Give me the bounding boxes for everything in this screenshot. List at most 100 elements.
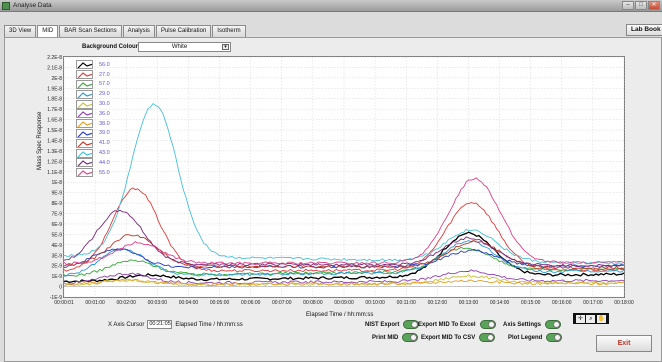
x-cursor-label: X Axis Cursor — [108, 321, 145, 328]
y-tick-label: 3E-9 — [51, 253, 62, 259]
legend-swatch-icon — [76, 119, 93, 129]
legend-swatch-icon — [76, 99, 93, 109]
legend-swatch-icon — [76, 168, 93, 178]
tab-bar: 3D View MID BAR Scan Sections Analysis P… — [4, 25, 247, 38]
y-tick-label: 1.7E-8 — [47, 107, 62, 113]
exit-button[interactable]: Exit — [596, 335, 652, 352]
export-excel-toggle[interactable] — [479, 320, 496, 329]
legend-label: 56.0 — [99, 61, 110, 68]
x-tick-label: 00:18:00 — [614, 300, 634, 306]
tab-pulse-calibration[interactable]: Pulse Calibration — [155, 25, 212, 37]
close-icon[interactable]: ✕ — [648, 1, 660, 10]
y-tick-label: 2.1E-8 — [47, 65, 62, 71]
y-axis-label: Mass Spec Response — [37, 111, 43, 170]
series-line-36.0 — [63, 269, 625, 285]
y-tick-label: 1E-8 — [51, 180, 62, 186]
tab-analysis[interactable]: Analysis — [122, 25, 155, 37]
minimize-icon[interactable]: – — [622, 1, 634, 10]
y-tick-label: 1E-9 — [51, 274, 62, 280]
legend-label: 55.0 — [99, 169, 110, 176]
x-tick-label: 00:10:00 — [365, 300, 385, 306]
x-cursor-units: Elapsed Time / hh:mm:ss — [175, 321, 243, 328]
y-tick-label: 6E-9 — [51, 222, 62, 228]
legend-swatch-icon — [76, 79, 93, 89]
export-excel-control: Export MID To Excel — [418, 320, 496, 329]
legend-swatch-icon — [76, 148, 93, 158]
legend-item[interactable]: 30.0 — [76, 99, 118, 109]
app-icon — [2, 2, 10, 10]
x-tick-label: 00:07:00 — [272, 300, 292, 306]
x-tick-label: 00:12:00 — [428, 300, 448, 306]
x-tick-label: 00:03:00 — [148, 300, 168, 306]
legend-swatch-icon — [76, 158, 93, 168]
legend-item[interactable]: 55.0 — [76, 168, 118, 178]
x-tick-label: 00:17:00 — [583, 300, 603, 306]
legend-swatch-icon — [76, 128, 93, 138]
x-tick-label: 00:15:00 — [521, 300, 541, 306]
legend-label: 38.0 — [99, 120, 110, 127]
series-line-44.0 — [63, 209, 625, 268]
legend-swatch-icon — [76, 60, 93, 70]
print-mid-toggle[interactable] — [402, 333, 419, 342]
y-tick-label: 1.6E-8 — [47, 118, 62, 124]
x-tick-label: 00:11:00 — [397, 300, 416, 306]
series-line-29.0 — [63, 239, 625, 277]
x-tick-label: 00:08:00 — [303, 300, 323, 306]
x-tick-label: 00:13:00 — [459, 300, 479, 306]
series-line-39.0 — [63, 248, 625, 269]
legend-item[interactable]: 38.0 — [76, 119, 118, 129]
graph-palette: ✛ ⌕ ✋ — [573, 313, 609, 324]
x-tick-label: 00:02:00 — [116, 300, 136, 306]
axis-settings-toggle[interactable] — [545, 320, 562, 329]
legend-item[interactable]: 29.0 — [76, 89, 118, 99]
legend-swatch-icon — [76, 89, 93, 99]
window-title: Analyse Data — [13, 2, 52, 9]
legend-item[interactable]: 56.0 — [76, 60, 118, 70]
legend-item[interactable]: 41.0 — [76, 138, 118, 148]
plot-legend-toggle[interactable] — [546, 333, 563, 342]
window-titlebar: Analyse Data – □ ✕ — [0, 0, 662, 12]
legend-label: 36.0 — [99, 110, 110, 117]
y-tick-label: 9E-9 — [51, 191, 62, 197]
x-cursor-input[interactable]: 00:21:05 — [147, 320, 173, 329]
tab-3d-view[interactable]: 3D View — [4, 25, 37, 37]
legend-label: 41.0 — [99, 140, 110, 147]
dropdown-arrow-icon[interactable]: ▾ — [222, 44, 229, 50]
print-mid-label: Print MID — [372, 334, 399, 341]
legend-item[interactable]: 39.0 — [76, 128, 118, 139]
maximize-icon[interactable]: □ — [635, 1, 647, 10]
export-csv-toggle[interactable] — [479, 333, 496, 342]
cursor-move-icon[interactable]: ✛ — [575, 314, 585, 323]
legend-item[interactable]: 43.0 — [76, 148, 118, 158]
background-colour-label: Background Colour — [82, 44, 139, 50]
nist-export-label: NIST Export — [365, 321, 400, 328]
tab-mid[interactable]: MID — [37, 25, 59, 38]
legend-label: 39.0 — [99, 130, 110, 137]
legend-item[interactable]: 36.0 — [76, 109, 118, 119]
lab-book-button[interactable]: Lab Book — [626, 24, 662, 36]
y-tick-label: 0 — [59, 285, 62, 291]
window-controls: – □ ✕ — [622, 1, 660, 10]
y-tick-label: 8E-9 — [51, 201, 62, 207]
plot-legend: 56.0 27.0 57.0 29.0 30.0 36.0 38.0 39.0 41.0 43.0… — [76, 60, 118, 178]
background-colour-select[interactable]: White ▾ — [138, 42, 231, 52]
x-tick-label: 00:05:00 — [210, 300, 230, 306]
legend-item[interactable]: 57.0 — [76, 79, 118, 90]
tab-bar-scan-sections[interactable]: BAR Scan Sections — [59, 25, 122, 37]
legend-item[interactable]: 27.0 — [76, 70, 118, 80]
tab-isotherm[interactable]: Isotherm — [212, 25, 246, 37]
legend-label: 29.0 — [99, 91, 110, 98]
nist-export-toggle[interactable] — [403, 320, 420, 329]
x-tick-label: 00:09:00 — [334, 300, 354, 306]
zoom-icon[interactable]: ⌕ — [586, 314, 596, 323]
pan-hand-icon[interactable]: ✋ — [597, 314, 607, 323]
series-line-55.0 — [63, 177, 625, 266]
export-excel-label: Export MID To Excel — [418, 321, 476, 328]
legend-item[interactable]: 44.0 — [76, 158, 118, 168]
x-tick-label: 00:06:00 — [241, 300, 261, 306]
series-line-43.0 — [63, 102, 625, 266]
legend-swatch-icon — [76, 138, 93, 148]
axis-settings-label: Axis Settings — [503, 321, 542, 328]
x-tick-label: 00:16:00 — [552, 300, 572, 306]
